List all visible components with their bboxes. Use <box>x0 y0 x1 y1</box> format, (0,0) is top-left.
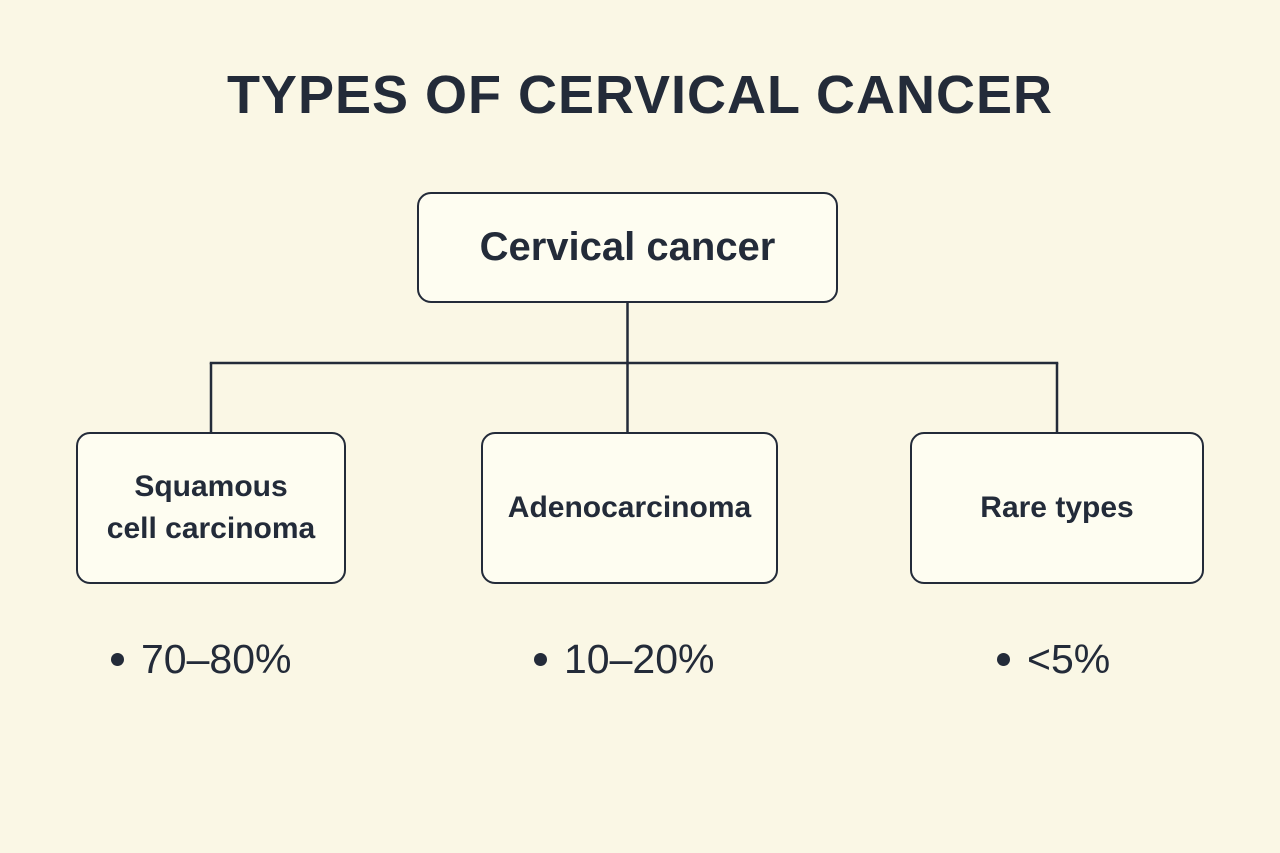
bullet-icon <box>534 653 547 666</box>
node-label: Cervical cancer <box>479 225 776 269</box>
node-squamous-cell-carcinoma: Squamous cell carcinoma <box>76 432 346 584</box>
stat-adenocarcinoma: 10–20% <box>534 636 714 683</box>
bullet-icon <box>997 653 1010 666</box>
node-label-line: cell carcinoma <box>106 512 316 545</box>
stat-squamous-cell-carcinoma: 70–80% <box>111 636 291 683</box>
node-label: Adenocarcinoma <box>507 491 752 524</box>
page-title: TYPES OF CERVICAL CANCER <box>226 65 1054 125</box>
node-label: Rare types <box>980 491 1134 524</box>
node-label-line: Squamous <box>134 470 288 503</box>
node-cervical-cancer: Cervical cancer <box>417 192 838 303</box>
node-rare-types: Rare types <box>910 432 1204 584</box>
bullet-icon <box>111 653 124 666</box>
stat-rare-types: <5% <box>997 636 1110 683</box>
stat-value: <5% <box>1027 636 1111 682</box>
stat-value: 10–20% <box>564 636 715 682</box>
stat-value: 70–80% <box>141 636 292 682</box>
node-adenocarcinoma: Adenocarcinoma <box>481 432 778 584</box>
